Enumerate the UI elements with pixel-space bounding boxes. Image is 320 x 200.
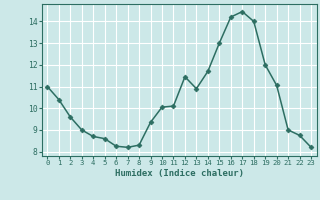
X-axis label: Humidex (Indice chaleur): Humidex (Indice chaleur) — [115, 169, 244, 178]
